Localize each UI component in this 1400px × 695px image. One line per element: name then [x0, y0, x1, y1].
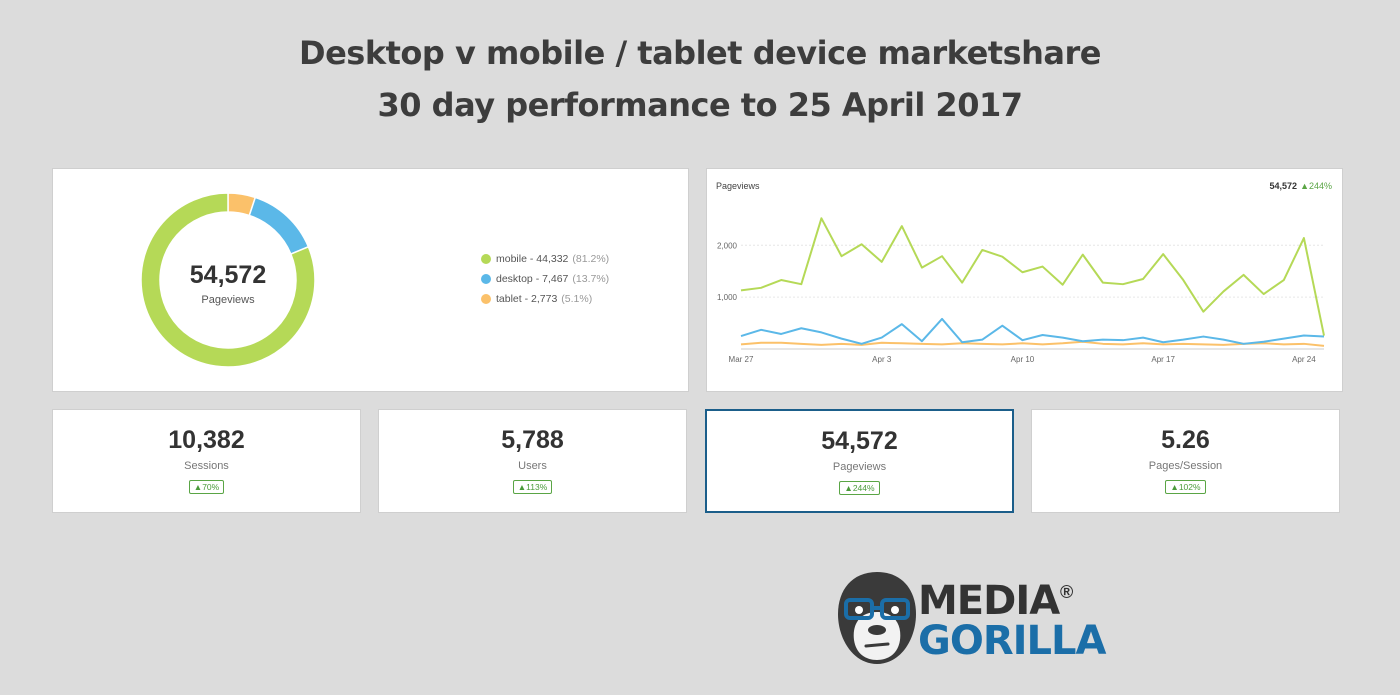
device-donut-panel: 54,572 Pageviews mobile - 44,332 (81.2%)… [52, 168, 689, 392]
line-total-change: ▲244% [1300, 181, 1332, 191]
stat-label: Pageviews [832, 461, 887, 473]
stat-label: Users [518, 460, 547, 472]
stat-card-pageviews[interactable]: 54,572 Pageviews ▲244% [705, 409, 1014, 513]
legend-label: mobile - 44,332 [496, 253, 569, 265]
stat-value: 10,382 [168, 426, 245, 454]
line-total-value: 54,572 [1269, 181, 1298, 191]
y-tick-label: 2,000 [717, 241, 738, 250]
page-title: Desktop v mobile / tablet device markets… [299, 34, 1101, 72]
x-tick-label: Mar 27 [729, 355, 754, 364]
legend-dot-desktop [481, 274, 491, 284]
legend-pct: (13.7%) [572, 273, 610, 285]
stat-card-sessions[interactable]: 10,382 Sessions ▲70% [52, 409, 361, 513]
stat-label: Sessions [184, 460, 229, 472]
legend-item-tablet[interactable]: tablet - 2,773 (5.1%) [481, 289, 609, 309]
x-tick-label: Apr 24 [1292, 355, 1316, 364]
legend-dot-mobile [481, 254, 491, 264]
stat-value: 5.26 [1161, 426, 1210, 454]
pageviews-line-panel: Pageviews 54,572 ▲244% 1,000 2,000 Mar 27 Ap… [706, 168, 1343, 392]
stat-change-badge: ▲244% [839, 481, 880, 495]
legend-dot-tablet [481, 294, 491, 304]
donut-center-label: Pageviews [201, 294, 255, 306]
legend-item-desktop[interactable]: desktop - 7,467 (13.7%) [481, 269, 609, 289]
y-tick-label: 1,000 [717, 293, 738, 302]
logo-text-media: MEDIA [918, 578, 1060, 624]
series-line-tablet[interactable] [740, 340, 1325, 347]
stat-change-badge: ▲102% [1165, 480, 1206, 494]
stat-value: 5,788 [501, 426, 564, 454]
logo-registered-mark: ® [1060, 582, 1074, 602]
x-tick-label: Apr 3 [872, 355, 892, 364]
legend-label: desktop - 7,467 [496, 273, 569, 285]
legend-pct: (81.2%) [572, 253, 610, 265]
stat-card-pages-session[interactable]: 5.26 Pages/Session ▲102% [1031, 409, 1340, 513]
stat-change-badge: ▲113% [512, 480, 553, 494]
x-tick-label: Apr 10 [1011, 355, 1035, 364]
stat-change-badge: ▲70% [188, 480, 225, 494]
line-chart-total: 54,572 ▲244% [1270, 181, 1332, 191]
stat-card-users[interactable]: 5,788 Users ▲113% [378, 409, 687, 513]
donut-slice-mobile[interactable] [140, 192, 316, 368]
line-chart-title: Pageviews [716, 181, 760, 191]
legend-pct: (5.1%) [561, 293, 593, 305]
gorilla-icon [838, 572, 916, 664]
media-gorilla-logo [832, 568, 1102, 668]
donut-slice-desktop[interactable] [248, 196, 310, 256]
donut-center-value: 54,572 [189, 261, 267, 289]
page-subtitle: 30 day performance to 25 April 2017 [377, 86, 1023, 124]
legend-item-mobile[interactable]: mobile - 44,332 (81.2%) [481, 249, 609, 269]
donut-legend: mobile - 44,332 (81.2%) desktop - 7,467 … [481, 249, 609, 309]
line-chart: 1,000 2,000 Mar 27 Apr 3 Apr 10 Apr 17 Apr 24 [717, 217, 1325, 364]
logo-text-gorilla: GORILLA [918, 618, 1106, 664]
x-tick-label: Apr 17 [1151, 355, 1175, 364]
legend-label: tablet - 2,773 [496, 293, 558, 305]
series-line-desktop[interactable] [740, 317, 1325, 345]
stat-label: Pages/Session [1148, 460, 1223, 472]
stat-value: 54,572 [821, 427, 898, 455]
donut-chart [140, 192, 316, 368]
series-line-mobile[interactable] [740, 217, 1325, 336]
